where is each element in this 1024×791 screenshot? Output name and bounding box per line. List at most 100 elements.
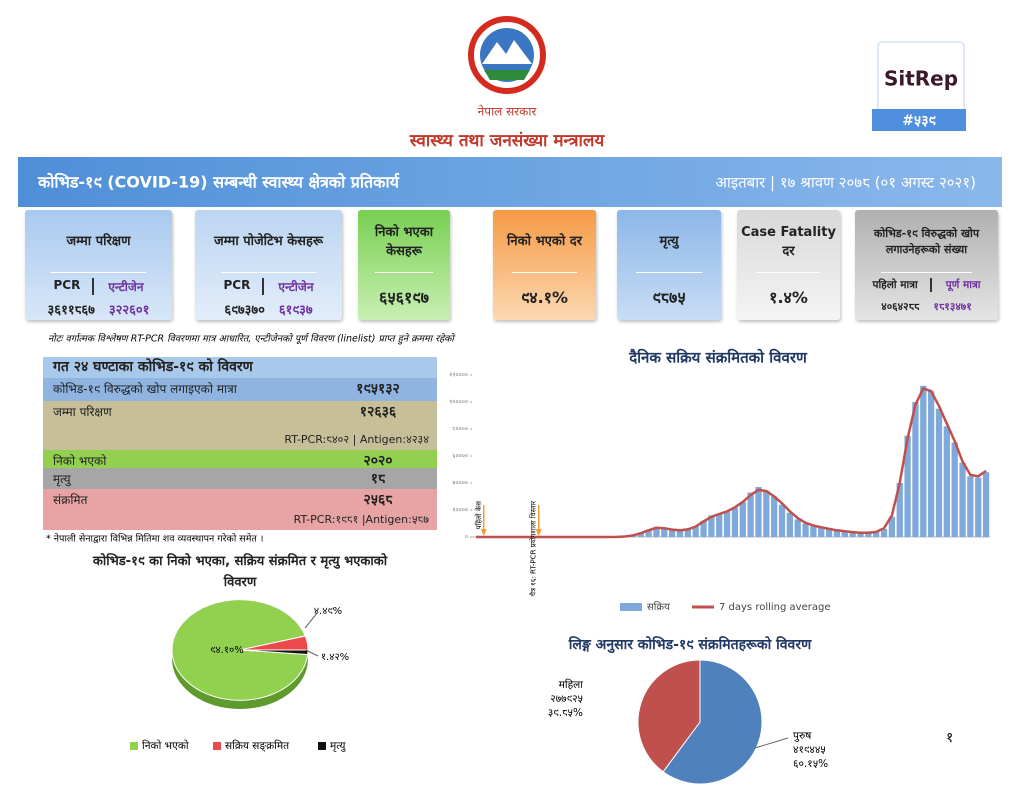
bar — [975, 477, 982, 537]
page-number: १ — [946, 730, 953, 746]
bar — [825, 528, 833, 537]
table-row: संक्रमित २५६८ RT-PCR:१९८१ |Antigen:५८७ — [43, 489, 437, 531]
bar — [763, 491, 770, 537]
row-value: १८ — [370, 471, 386, 487]
data-label-count: ४१९४४५ — [793, 744, 826, 756]
stat-card: मृत्यु ९८७५ — [617, 210, 721, 320]
card-divider — [511, 272, 578, 273]
badge: SitRep — [884, 67, 958, 91]
chart-title: लिङ्ग अनुसार कोभिड-१९ संक्रमितहरूको विवर… — [568, 636, 812, 654]
card-divider — [221, 272, 316, 273]
card-value: ९४.१% — [520, 288, 569, 307]
table-row: जम्मा परिक्षण १२६३६ RT-PCR:८४०२ | Antigen:… — [43, 401, 437, 451]
card-value-row: ९८७५ — [617, 286, 721, 308]
card-title: मृत्यु — [659, 234, 679, 250]
card-label-row: PCR एन्टीजेन — [25, 278, 172, 295]
leader-line — [754, 737, 789, 749]
bar — [982, 472, 990, 537]
card-value: ३२२६०१ — [108, 303, 150, 318]
bar — [700, 520, 707, 537]
arrow-head — [535, 529, 542, 536]
bar — [935, 408, 943, 537]
bar — [771, 496, 778, 537]
stat-card: Case Fatality दर १.४% — [737, 210, 840, 320]
card-value: १८१३४७१ — [933, 301, 972, 313]
y-tick-label: ८०००० — [452, 426, 468, 433]
bar — [896, 483, 903, 537]
bar — [818, 527, 825, 537]
government: नेपाल सरकार — [478, 105, 538, 119]
row-label: संक्रमित — [53, 493, 88, 507]
annotation: पहिलो केस — [474, 501, 483, 530]
bar — [849, 532, 856, 537]
ministry: स्वास्थ्य तथा जनसंख्या मन्त्रालय — [409, 131, 606, 151]
card-value: ६१९३७ — [278, 303, 313, 318]
bar — [755, 487, 762, 537]
stat-card: जम्मा परिक्षण PCR एन्टीजेन ३६११८६७ ३२२६०१ — [25, 210, 172, 320]
bar — [637, 532, 644, 537]
card-divider — [374, 272, 434, 273]
row-value: २५६८ — [363, 492, 393, 508]
arrow-head — [480, 529, 487, 536]
y-tick-label: ६०००० — [452, 453, 468, 460]
report-number: #५३९ — [902, 113, 936, 129]
data-label: ४.४९% — [314, 606, 342, 617]
card-value-row: ९४.१% — [493, 286, 596, 308]
card-label: PCR — [54, 278, 95, 295]
row-detail: RT-PCR:१९८१ |Antigen:५८७ — [293, 513, 429, 526]
banner-date: आइतबार | १७ श्रावण २०७८ (०१ अगस्ट २०२१) — [715, 174, 976, 192]
bar — [668, 530, 676, 537]
data-label: १.४२% — [321, 652, 349, 663]
card-value-row: ६५६१९७ — [358, 286, 450, 308]
bar — [802, 523, 809, 537]
y-tick-label: १००००० — [449, 399, 468, 406]
emblem — [468, 16, 546, 94]
bar — [888, 516, 896, 537]
legend-label: मृत्यु — [330, 740, 346, 752]
table-title: गत २४ घण्टाका कोभिड-१९ को विवरण — [43, 357, 437, 378]
data-label: ३९.८५% — [548, 707, 583, 719]
card-title: जम्मा पोजेटिभ केसहरू — [214, 234, 323, 250]
chart-title: कोभिड-१९ का निको भएका, सक्रिय संक्रमित र… — [92, 554, 388, 590]
card-label: PCR — [224, 278, 265, 295]
bar — [880, 528, 888, 537]
pie-slice — [239, 649, 309, 656]
bar — [778, 504, 786, 537]
bar — [833, 530, 841, 537]
table-footnote: * नेपाली सेनाद्वारा विभिन्न मितिमा शव व्… — [46, 533, 263, 545]
row-detail: RT-PCR:८४०२ | Antigen:४२३४ — [284, 433, 429, 446]
table-row: मृत्यु १८ — [43, 468, 437, 490]
bar — [739, 501, 746, 537]
card-divider — [635, 272, 703, 273]
table-row: कोभिड-१९ विरुद्धको खोप लगाइएको मात्रा १९५… — [43, 378, 437, 402]
table-row: निको भएको २०२० — [43, 450, 437, 469]
bar — [731, 507, 739, 537]
pie-slice — [637, 659, 701, 773]
card-divider — [755, 272, 822, 273]
legend-label: 7 days rolling average — [719, 602, 830, 613]
banner — [18, 157, 1002, 207]
pie-slice — [171, 599, 309, 701]
bar — [927, 391, 935, 537]
legend-swatch — [620, 603, 642, 611]
legend-swatch — [130, 742, 138, 750]
bar — [857, 532, 864, 537]
card-value-row: १.४% — [737, 286, 840, 308]
note: नोटः वर्गात्मक विश्लेषण RT-PCR विवरणमा म… — [48, 333, 456, 346]
card-value: ४०६४२८८ — [881, 301, 920, 313]
row-label: निको भएको — [53, 454, 107, 468]
row-label: कोभिड-१९ विरुद्धको खोप लगाइएको मात्रा — [53, 382, 237, 396]
card-label-row: पहिलो मात्रा पूर्ण मात्रा — [855, 278, 998, 292]
card-label: एन्टीजेन — [108, 280, 144, 294]
card-title: निको भएका केसहरू — [374, 224, 434, 260]
card-value: ६९७३७० — [224, 303, 265, 318]
stat-card: जम्मा पोजेटिभ केसहरू PCR एन्टीजेन ६९७३७० ६१९… — [195, 210, 342, 320]
bar — [676, 530, 684, 537]
bar — [786, 512, 794, 537]
annotation: चैत्र १६: RT-PCR प्रयोगशाला विस्तार — [529, 501, 538, 596]
stat-card: कोभिड-१९ विरुद्धको खोप लगाउनेहरूको संख्य… — [855, 210, 998, 320]
bar — [645, 529, 652, 537]
